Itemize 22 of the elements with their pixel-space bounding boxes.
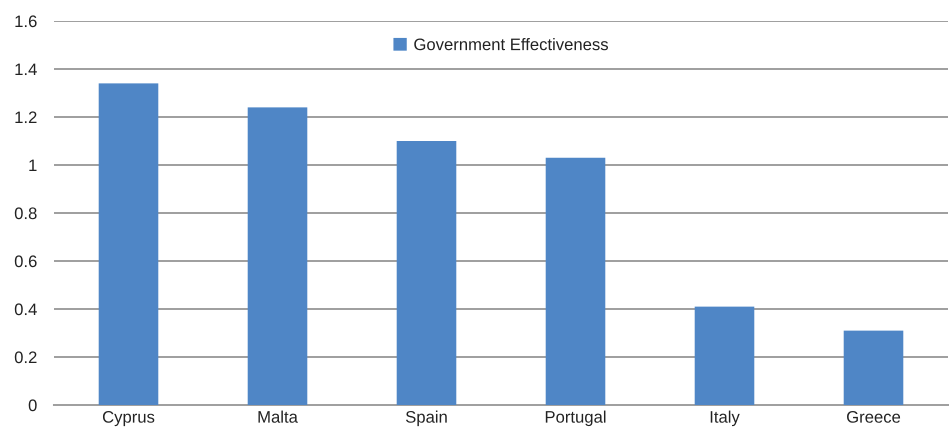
bar: [248, 107, 308, 405]
bar: [694, 306, 754, 405]
x-tick-label: Greece: [847, 410, 900, 423]
bar: [396, 141, 456, 405]
y-tick-label: 1.6: [15, 15, 37, 28]
y-tick-label: 0.6: [14, 255, 37, 268]
y-tick-label: 1.4: [15, 64, 37, 76]
y-tick-label: 0.2: [14, 351, 36, 364]
legend-label: Government Effectiveness: [414, 38, 608, 50]
x-tick-label: Cyprus: [102, 410, 154, 426]
x-tick-label: Portugal: [546, 410, 606, 426]
bar: [546, 158, 606, 405]
y-tick-label: 0: [28, 399, 37, 412]
bar: [844, 330, 904, 405]
y-tick-label: 0.8: [14, 207, 37, 220]
bar: [98, 83, 158, 405]
y-tick-label: 1.2: [15, 111, 36, 124]
y-tick-label: 1: [29, 160, 37, 172]
x-tick-label: Italy: [710, 410, 740, 426]
x-tick-label: Malta: [258, 410, 298, 423]
y-tick-label: 0.4: [14, 303, 37, 316]
x-tick-label: Spain: [406, 410, 447, 426]
